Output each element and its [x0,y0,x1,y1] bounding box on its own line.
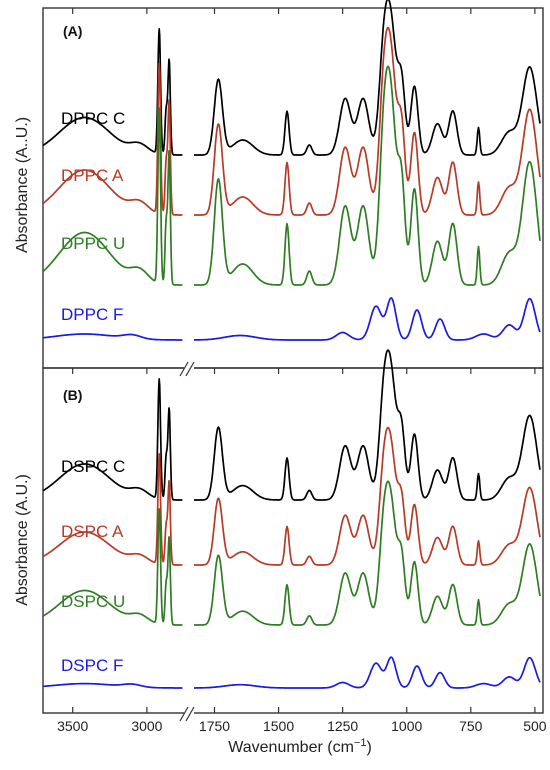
x-axis-ticks: 3500 3000 1750 1500 1250 1000 750 500 [57,8,547,734]
x-tick-label: 750 [459,718,483,734]
panel-b-label: (B) [63,387,82,403]
series-label-dspc-a: DSPC A [61,522,124,541]
x-tick-label: 1000 [391,718,422,734]
x-tick-label: 500 [523,718,547,734]
trace-dppc-c [42,0,541,156]
x-tick-label: 3500 [57,718,88,734]
axis-break-bottom [179,706,195,722]
x-tick-label: 1250 [327,718,358,734]
trace-dppc-f [42,297,541,341]
panel-b-frame [42,367,544,714]
axis-break-top [179,361,195,377]
series-label-dppc-u: DPPC U [61,234,125,253]
panel-b-ylabel: Absorbance (A.U.) [14,474,31,606]
x-axis-title: Wavenumber (cm−1) [228,737,372,756]
panel-a-ylabel: Absorbance (A..U.) [14,117,31,253]
trace-dspc-f [42,656,541,689]
series-label-dppc-a: DPPC A [61,166,124,185]
x-tick-label: 3000 [131,718,162,734]
x-tick-label: 1750 [199,718,230,734]
panel-a-label: (A) [63,23,82,39]
series-label-dppc-f: DPPC F [61,305,123,324]
trace-dppc-u [42,65,541,286]
series-label-dspc-u: DSPC U [61,592,125,611]
series-label-dppc-c: DPPC C [61,109,125,128]
trace-dspc-c [42,349,541,501]
trace-dppc-a [42,26,541,216]
spectra-traces [42,0,541,689]
trace-dspc-a [42,426,541,566]
x-tick-label: 1500 [263,718,294,734]
trace-dspc-u [42,480,541,626]
series-label-dspc-f: DSPC F [61,656,123,675]
